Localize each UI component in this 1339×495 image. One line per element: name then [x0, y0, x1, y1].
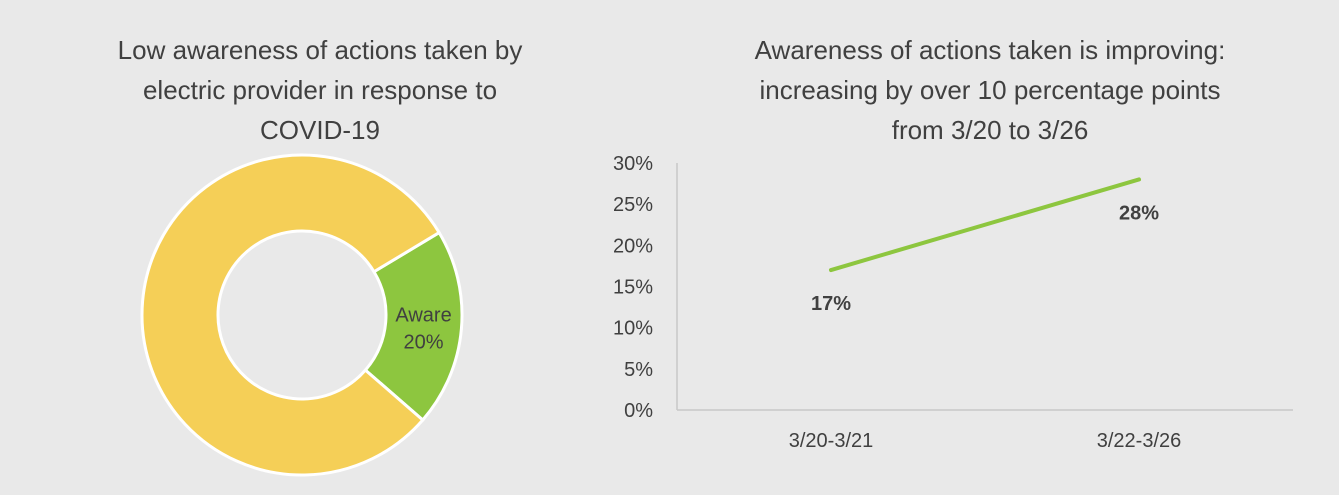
x-tick-label: 3/20-3/21 — [789, 430, 874, 452]
y-tick-label: 15% — [613, 277, 653, 299]
line-chart: 0% 5% 10% 15% 20% 25% 30% 3/20-3/21 3/22-3/26 17%… — [613, 153, 1293, 452]
y-tick-label: 0% — [624, 400, 653, 422]
x-tick-label: 3/22-3/26 — [1097, 430, 1182, 452]
donut-slice-other — [140, 153, 442, 477]
line-chart-title: Awareness of actions taken is improving:… — [754, 35, 1226, 145]
y-tick-label: 30% — [613, 153, 653, 175]
y-tick-label: 20% — [613, 235, 653, 257]
donut-slice-value: 20% — [404, 332, 444, 354]
donut-slice-label: Aware — [395, 305, 451, 327]
y-tick-label: 25% — [613, 194, 653, 216]
donut-chart-title: Low awareness of actions taken by electr… — [117, 35, 523, 145]
y-tick-label: 10% — [613, 318, 653, 340]
series-line — [829, 177, 1141, 273]
donut-slice-aware — [363, 230, 464, 423]
y-tick-label: 5% — [624, 359, 653, 381]
donut-chart: Aware 20% — [140, 153, 464, 477]
data-label: 17% — [811, 293, 851, 315]
data-label: 28% — [1119, 202, 1159, 224]
